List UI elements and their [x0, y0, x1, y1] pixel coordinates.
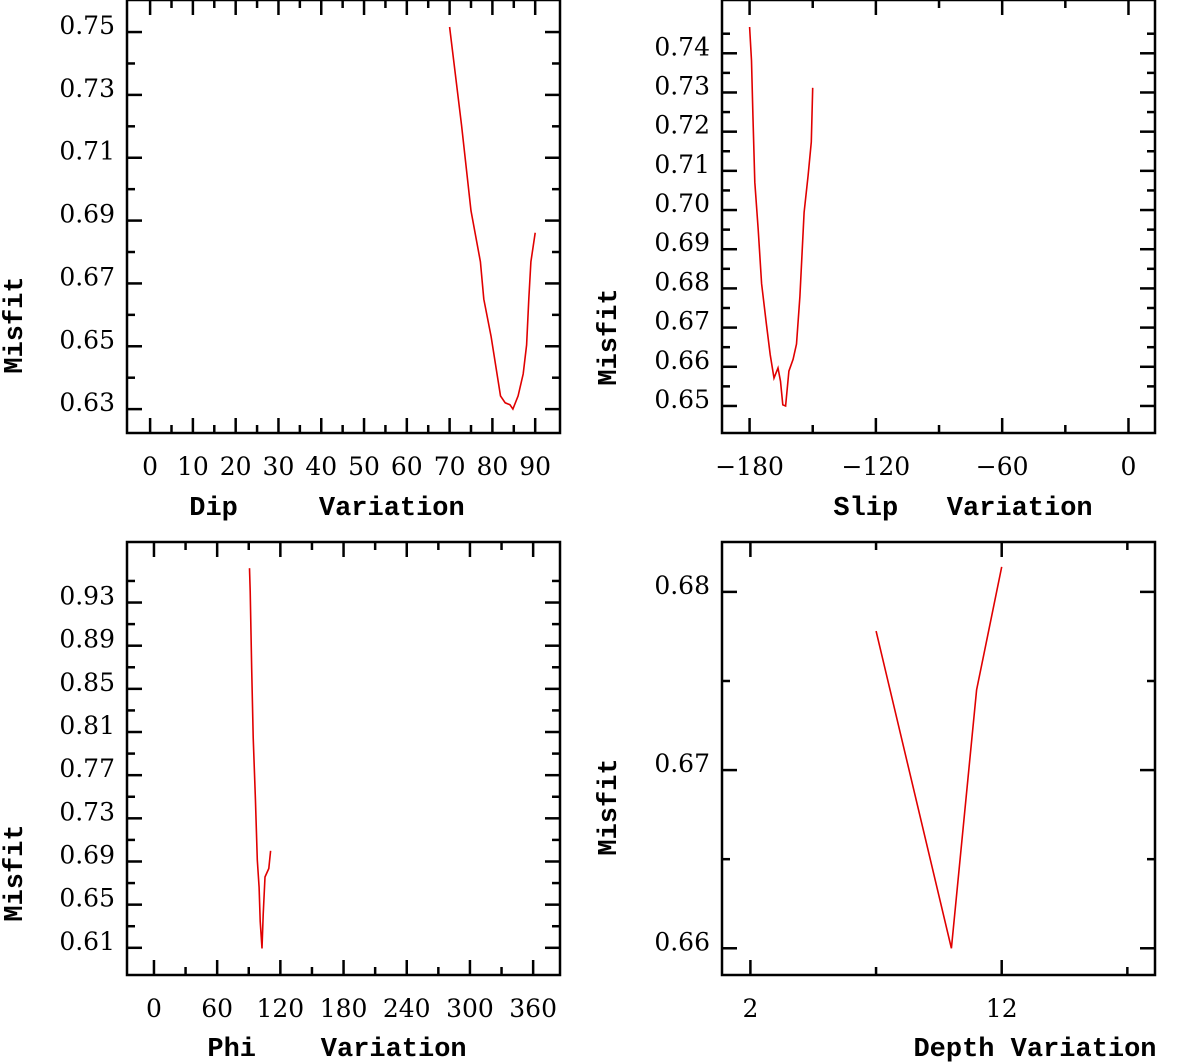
y-tick-label: 0.67 — [654, 749, 710, 778]
panel-slip: −180 −120 −60 0 0.65 0.66 0.67 0.68 0.69 0.70 0.71… — [595, 0, 1157, 524]
y-tick-label: 0.67 — [59, 262, 115, 291]
x-tick-label: −60 — [976, 452, 1029, 481]
x-tick-label: 70 — [434, 452, 466, 481]
x-tick-label: −120 — [842, 452, 911, 481]
misfit-curve-dip — [448, 26, 536, 411]
y-axis-label: Misfit — [1, 276, 31, 373]
y-tick-label: 0.69 — [59, 200, 115, 229]
x-tick-label: 10 — [177, 452, 209, 481]
axes-frame — [720, 540, 1157, 977]
y-tick-label: 0.67 — [654, 307, 710, 336]
y-tick-label: 0.63 — [59, 388, 115, 417]
y-tick-label: 0.68 — [654, 267, 710, 296]
y-tick-label: 0.65 — [59, 884, 115, 913]
x-tick-label: 20 — [220, 452, 252, 481]
y-axis-label: Misfit — [595, 758, 625, 855]
x-tick-label: 80 — [476, 452, 508, 481]
x-tick-label: 300 — [446, 994, 494, 1023]
x-tick-label: 360 — [509, 994, 557, 1023]
x-tick-label: 90 — [519, 452, 551, 481]
y-tick-label: 0.69 — [59, 840, 115, 869]
x-axis-label: Slip Variation — [833, 494, 1092, 524]
x-tick-label: 30 — [263, 452, 295, 481]
axes-frame — [720, 0, 1157, 435]
panel-dip: 0 10 20 30 40 50 60 70 80 90 0.63 0.65 0.67 0.69 0.71 0… — [1, 0, 562, 524]
misfit-curve-slip — [748, 26, 814, 408]
x-tick-label: 12 — [986, 994, 1018, 1023]
x-tick-label: −180 — [715, 452, 784, 481]
x-tick-label: 50 — [348, 452, 380, 481]
x-axis-label: Phi Variation — [207, 1035, 466, 1062]
x-axis-label: Depth Variation — [913, 1035, 1156, 1062]
misfit-curve-phi — [248, 568, 272, 949]
x-tick-label: 240 — [383, 994, 431, 1023]
y-tick-label: 0.66 — [654, 927, 710, 956]
y-tick-label: 0.71 — [59, 137, 115, 166]
x-tick-label: 0 — [142, 452, 158, 481]
x-tick-label: 40 — [305, 452, 337, 481]
y-tick-label: 0.68 — [654, 571, 710, 600]
y-tick-label: 0.89 — [59, 625, 115, 654]
x-tick-label: 180 — [320, 994, 368, 1023]
y-axis-label: Misfit — [595, 288, 625, 385]
x-axis-label: Dip Variation — [189, 494, 464, 524]
y-tick-label: 0.72 — [654, 111, 710, 140]
y-tick-label: 0.73 — [654, 71, 710, 100]
y-tick-label: 0.73 — [59, 74, 115, 103]
y-tick-label: 0.71 — [654, 150, 710, 179]
y-tick-label: 0.69 — [654, 228, 710, 257]
x-tick-label: 120 — [256, 994, 304, 1023]
axes-frame — [125, 0, 562, 435]
y-tick-label: 0.85 — [59, 668, 115, 697]
y-tick-label: 0.65 — [59, 325, 115, 354]
x-tick-label: 0 — [1121, 452, 1137, 481]
axes-frame — [125, 540, 562, 977]
panel-depth: 2 12 0.66 0.67 0.68 Depth Variation Misfit — [595, 540, 1157, 1062]
y-tick-label: 0.73 — [59, 797, 115, 826]
x-tick-label: 60 — [201, 994, 233, 1023]
y-tick-label: 0.65 — [654, 385, 710, 414]
y-tick-label: 0.61 — [59, 927, 115, 956]
panel-phi: 0 60 120 180 240 300 360 0.61 0.65 0.69 0.73 0.77 0.… — [1, 540, 562, 1062]
y-tick-label: 0.74 — [654, 32, 710, 61]
x-tick-label: 60 — [391, 452, 423, 481]
misfit-curve-depth — [875, 566, 1003, 949]
x-tick-label: 2 — [742, 994, 758, 1023]
y-tick-label: 0.75 — [59, 11, 115, 40]
y-tick-label: 0.93 — [59, 582, 115, 611]
y-tick-label: 0.70 — [654, 189, 710, 218]
y-tick-label: 0.81 — [59, 711, 115, 740]
x-tick-label: 0 — [146, 994, 162, 1023]
y-tick-label: 0.66 — [654, 346, 710, 375]
y-tick-label: 0.77 — [59, 754, 115, 783]
y-axis-label: Misfit — [1, 824, 31, 921]
